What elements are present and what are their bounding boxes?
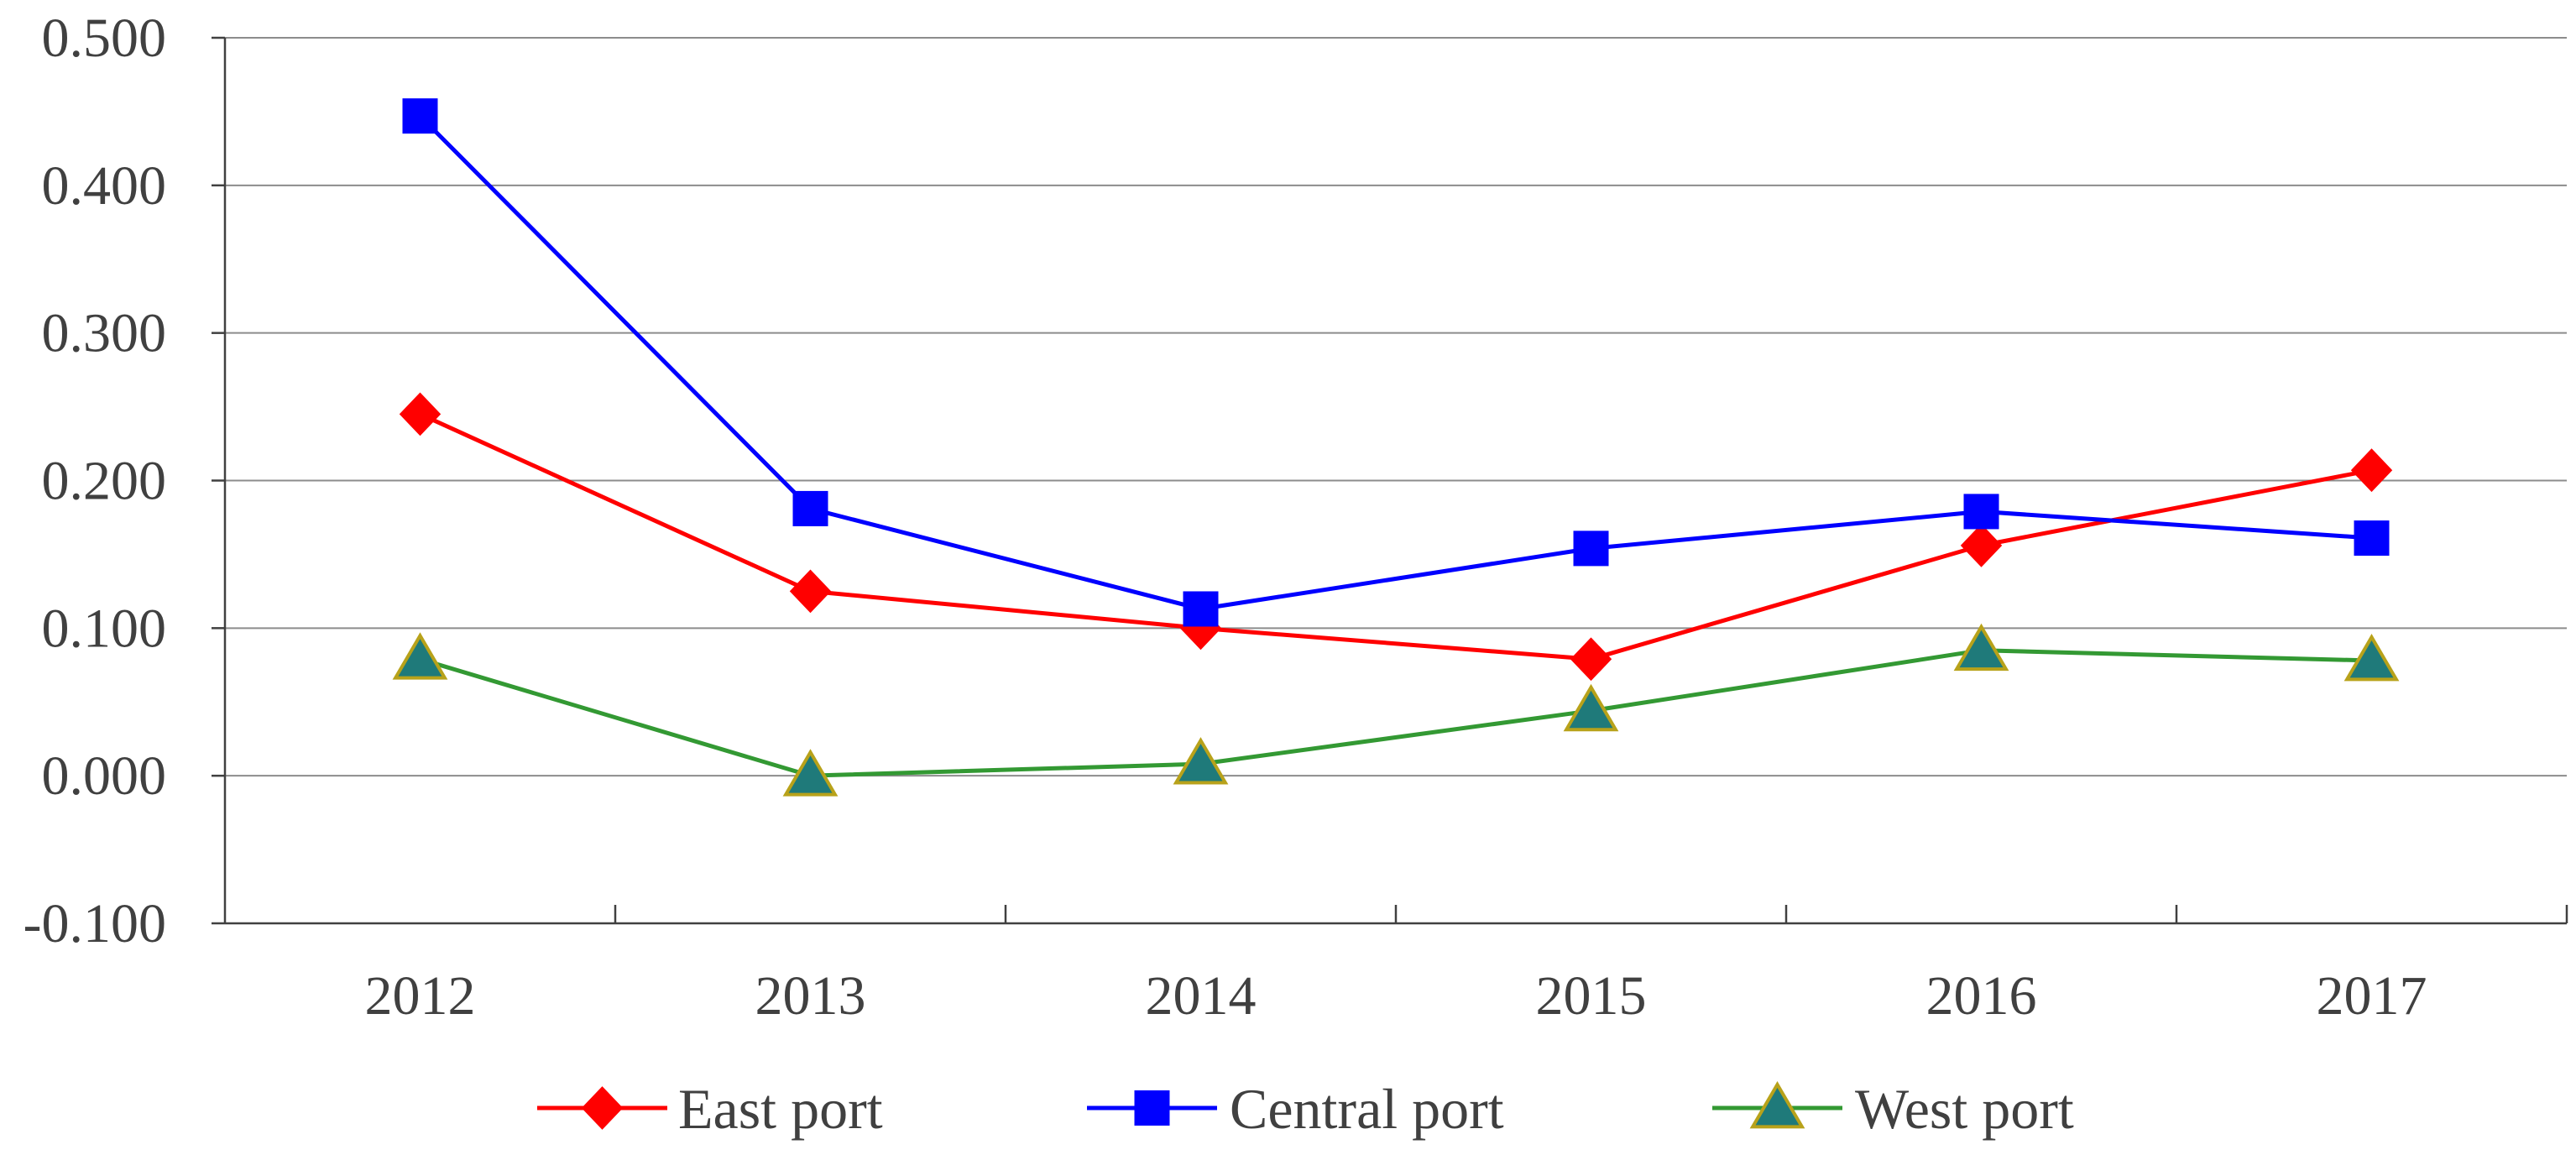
legend-entry-east-port: East port [537, 1077, 883, 1141]
y-tick-label: -0.100 [24, 893, 166, 954]
legend-label: Central port [1230, 1077, 1504, 1141]
data-point-east-port [1960, 523, 2003, 567]
legend-label: West port [1855, 1077, 2074, 1141]
series-line-west-port [419, 648, 2372, 778]
y-tick-label: 0.300 [42, 303, 167, 364]
series-west-port [392, 623, 2400, 797]
data-point-west-port [1953, 623, 2009, 672]
data-point-east-port [399, 392, 442, 436]
data-point-central-port [1573, 530, 1609, 567]
legend-label: East port [678, 1077, 883, 1141]
data-point-central-port [1963, 494, 1999, 530]
data-point-central-port [792, 490, 828, 526]
gridlines [225, 37, 2567, 777]
legend-marker [1134, 1090, 1170, 1126]
x-tick-label: 2017 [2317, 965, 2427, 1027]
data-point-east-port [789, 569, 832, 614]
legend-entry-west-port: West port [1712, 1077, 2074, 1141]
legend-marker [1749, 1081, 1805, 1129]
y-tick-labels: -0.100 0.000 0.100 0.200 0.300 0.400 0.500 [24, 8, 166, 954]
y-tick-label: 0.500 [42, 8, 167, 69]
series-line-east-port [419, 412, 2372, 661]
series-central-port [402, 98, 2390, 627]
data-point-west-port [782, 749, 839, 797]
y-tick-label: 0.100 [42, 598, 167, 659]
data-point-west-port [2343, 634, 2400, 682]
x-tick-label: 2013 [755, 965, 866, 1027]
data-point-central-port [2354, 520, 2390, 557]
data-point-east-port [1570, 637, 1612, 682]
y-tick-label: 0.400 [42, 155, 167, 217]
x-tick-label: 2014 [1146, 965, 1257, 1027]
data-point-west-port [1173, 737, 1229, 785]
data-point-west-port [392, 632, 448, 680]
data-point-west-port [1563, 683, 1619, 732]
legend-entry-central-port: Central port [1087, 1077, 1504, 1141]
series [392, 98, 2400, 797]
data-point-central-port [1183, 591, 1219, 627]
y-tick-label: 0.200 [42, 451, 167, 512]
x-tick-label: 2012 [365, 965, 476, 1027]
data-point-central-port [402, 98, 438, 134]
data-point-east-port [2350, 448, 2393, 493]
x-tick-label: 2015 [1536, 965, 1647, 1027]
x-tick-label: 2016 [1926, 965, 2037, 1027]
x-tick-labels: 2012 2013 2014 2015 2016 2017 [365, 965, 2427, 1027]
axes [212, 36, 2568, 925]
legend-marker [581, 1086, 624, 1130]
series-east-port [399, 392, 2393, 682]
legend: East port Central port West port [537, 1077, 2074, 1141]
y-tick-label: 0.000 [42, 745, 167, 807]
series-line-central-port [418, 114, 2372, 611]
